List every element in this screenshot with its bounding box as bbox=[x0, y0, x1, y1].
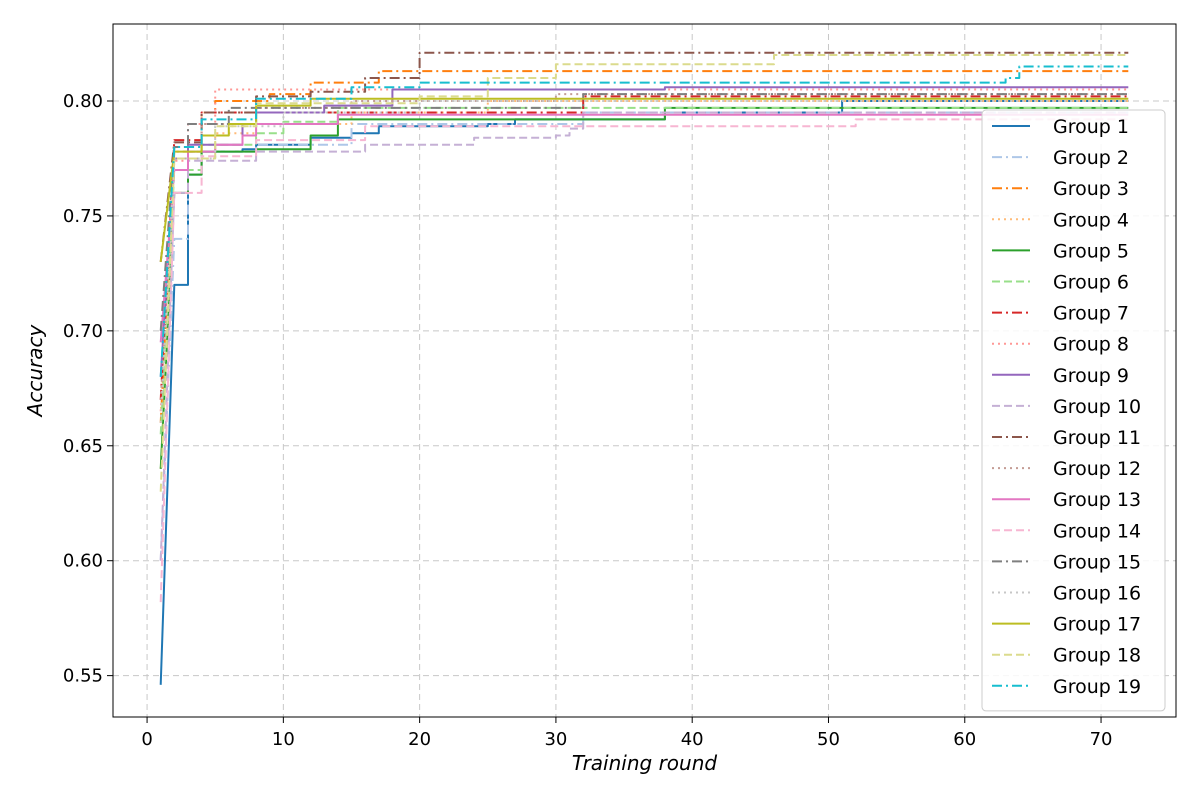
legend-label: Group 4 bbox=[1053, 209, 1129, 231]
series-line-group-19 bbox=[159, 65, 1129, 377]
x-tick-label: 30 bbox=[544, 729, 567, 750]
series-line-group-17 bbox=[159, 97, 1129, 263]
legend: Group 1 Group 2 Group 3 Group 4 Group 5 Group… bbox=[981, 109, 1166, 712]
legend-label: Group 10 bbox=[1053, 396, 1141, 418]
x-axis-ticks: 0 10 20 30 40 50 60 70 bbox=[141, 717, 1112, 750]
legend-label: Group 5 bbox=[1053, 240, 1129, 262]
series-line-group-14 bbox=[159, 118, 1129, 603]
legend-label: Group 7 bbox=[1053, 303, 1129, 325]
legend-label: Group 17 bbox=[1053, 614, 1141, 636]
y-tick-label: 0.60 bbox=[63, 551, 103, 572]
x-tick-label: 20 bbox=[408, 729, 431, 750]
x-tick-label: 10 bbox=[272, 729, 295, 750]
y-tick-label: 0.55 bbox=[63, 666, 103, 687]
x-axis-label: Training round bbox=[572, 751, 717, 775]
series-line-group-3 bbox=[159, 70, 1129, 423]
legend-label: Group 12 bbox=[1053, 458, 1141, 480]
legend-label: Group 8 bbox=[1053, 334, 1129, 356]
x-tick-label: 50 bbox=[817, 729, 840, 750]
legend-label: Group 6 bbox=[1053, 272, 1129, 294]
legend-label: Group 16 bbox=[1053, 583, 1141, 605]
y-tick-label: 0.80 bbox=[63, 91, 103, 112]
y-axis-label: Accuracy bbox=[23, 324, 47, 419]
y-tick-label: 0.75 bbox=[63, 206, 103, 227]
series-lines bbox=[159, 51, 1129, 685]
legend-label: Group 1 bbox=[1053, 116, 1129, 138]
legend-label: Group 19 bbox=[1053, 676, 1141, 698]
legend-label: Group 15 bbox=[1053, 551, 1141, 573]
y-tick-label: 0.65 bbox=[63, 436, 103, 457]
legend-label: Group 9 bbox=[1053, 365, 1129, 387]
legend-label: Group 11 bbox=[1053, 427, 1141, 449]
x-tick-label: 40 bbox=[681, 729, 704, 750]
legend-label: Group 18 bbox=[1053, 645, 1141, 667]
y-axis-ticks: 0.55 0.60 0.65 0.70 0.75 0.80 bbox=[63, 91, 113, 687]
legend-label: Group 3 bbox=[1053, 178, 1129, 200]
x-tick-label: 0 bbox=[141, 729, 152, 750]
series-line-group-13 bbox=[159, 113, 1129, 343]
legend-label: Group 14 bbox=[1053, 520, 1141, 542]
series-line-group-18 bbox=[159, 54, 1129, 492]
series-line-group-8 bbox=[159, 88, 1129, 412]
x-tick-label: 60 bbox=[953, 729, 976, 750]
x-tick-label: 70 bbox=[1090, 729, 1113, 750]
plot-area-frame bbox=[112, 23, 1177, 718]
legend-label: Group 13 bbox=[1053, 489, 1141, 511]
legend-label: Group 2 bbox=[1053, 147, 1129, 169]
y-tick-label: 0.70 bbox=[63, 321, 103, 342]
